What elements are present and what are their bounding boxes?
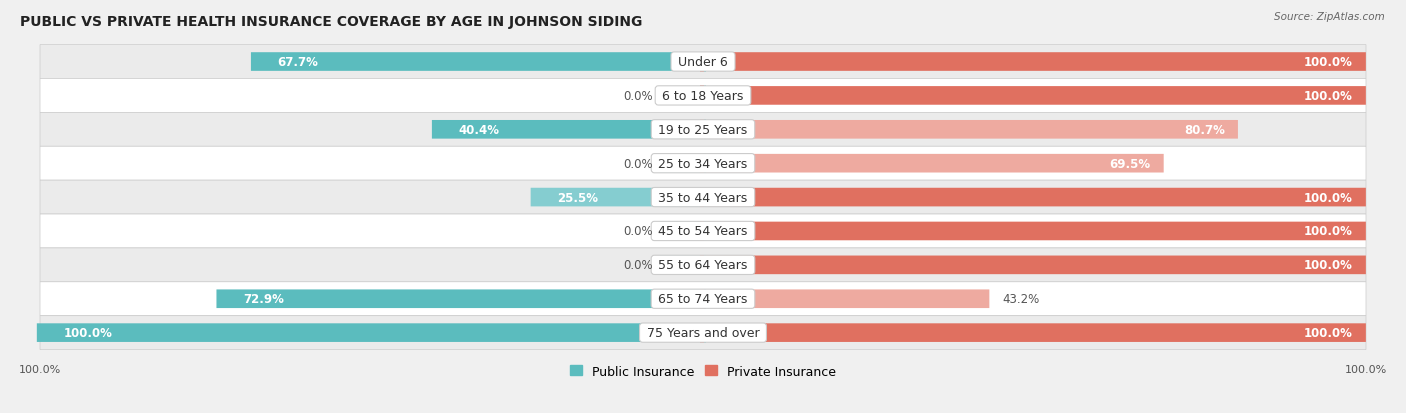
- Bar: [700, 52, 704, 72]
- FancyBboxPatch shape: [700, 323, 1365, 342]
- Text: 69.5%: 69.5%: [1109, 157, 1150, 170]
- Text: 67.7%: 67.7%: [277, 56, 318, 69]
- FancyBboxPatch shape: [700, 290, 990, 309]
- FancyBboxPatch shape: [659, 222, 703, 241]
- FancyBboxPatch shape: [700, 154, 1164, 173]
- Text: 0.0%: 0.0%: [624, 225, 654, 238]
- Text: 0.0%: 0.0%: [624, 157, 654, 170]
- FancyBboxPatch shape: [659, 256, 703, 275]
- Text: 100.0%: 100.0%: [1303, 90, 1353, 103]
- Bar: [700, 154, 704, 174]
- Bar: [700, 255, 704, 275]
- Bar: [700, 86, 704, 106]
- FancyBboxPatch shape: [700, 53, 1365, 72]
- Text: 100.0%: 100.0%: [1303, 326, 1353, 339]
- Bar: [700, 289, 704, 309]
- Text: 40.4%: 40.4%: [458, 123, 499, 136]
- Text: 0.0%: 0.0%: [624, 90, 654, 103]
- Text: 100.0%: 100.0%: [1303, 259, 1353, 272]
- Text: Under 6: Under 6: [673, 56, 733, 69]
- Legend: Public Insurance, Private Insurance: Public Insurance, Private Insurance: [569, 365, 837, 377]
- Bar: [702, 188, 706, 208]
- FancyBboxPatch shape: [659, 87, 703, 105]
- Bar: [702, 255, 706, 275]
- Bar: [702, 52, 706, 72]
- Bar: [700, 188, 704, 208]
- FancyBboxPatch shape: [700, 222, 1365, 241]
- FancyBboxPatch shape: [37, 323, 703, 342]
- FancyBboxPatch shape: [39, 79, 1367, 113]
- Bar: [702, 221, 706, 241]
- FancyBboxPatch shape: [39, 181, 1367, 214]
- Bar: [700, 120, 704, 140]
- Bar: [702, 120, 706, 140]
- Text: 25 to 34 Years: 25 to 34 Years: [654, 157, 752, 170]
- FancyBboxPatch shape: [700, 121, 1237, 139]
- FancyBboxPatch shape: [39, 45, 1367, 79]
- Text: 43.2%: 43.2%: [1002, 292, 1040, 306]
- FancyBboxPatch shape: [659, 154, 703, 173]
- FancyBboxPatch shape: [39, 282, 1367, 316]
- FancyBboxPatch shape: [700, 188, 1365, 207]
- FancyBboxPatch shape: [700, 87, 1365, 105]
- Text: 100.0%: 100.0%: [63, 326, 112, 339]
- Text: 75 Years and over: 75 Years and over: [643, 326, 763, 339]
- FancyBboxPatch shape: [39, 316, 1367, 350]
- Text: PUBLIC VS PRIVATE HEALTH INSURANCE COVERAGE BY AGE IN JOHNSON SIDING: PUBLIC VS PRIVATE HEALTH INSURANCE COVER…: [20, 15, 643, 29]
- Bar: [702, 323, 706, 343]
- FancyBboxPatch shape: [39, 113, 1367, 147]
- Text: 100.0%: 100.0%: [1303, 225, 1353, 238]
- FancyBboxPatch shape: [530, 188, 703, 207]
- FancyBboxPatch shape: [39, 248, 1367, 282]
- FancyBboxPatch shape: [250, 53, 703, 72]
- Text: 35 to 44 Years: 35 to 44 Years: [654, 191, 752, 204]
- Text: 100.0%: 100.0%: [1303, 191, 1353, 204]
- Bar: [702, 289, 706, 309]
- Text: 45 to 54 Years: 45 to 54 Years: [654, 225, 752, 238]
- Text: 55 to 64 Years: 55 to 64 Years: [654, 259, 752, 272]
- FancyBboxPatch shape: [432, 121, 703, 139]
- Bar: [702, 154, 706, 174]
- Text: 65 to 74 Years: 65 to 74 Years: [654, 292, 752, 306]
- Text: 72.9%: 72.9%: [243, 292, 284, 306]
- Bar: [700, 221, 704, 241]
- FancyBboxPatch shape: [217, 290, 703, 309]
- Text: 19 to 25 Years: 19 to 25 Years: [654, 123, 752, 136]
- Text: 100.0%: 100.0%: [1303, 56, 1353, 69]
- Text: Source: ZipAtlas.com: Source: ZipAtlas.com: [1274, 12, 1385, 22]
- FancyBboxPatch shape: [39, 214, 1367, 248]
- Text: 0.0%: 0.0%: [624, 259, 654, 272]
- Text: 6 to 18 Years: 6 to 18 Years: [658, 90, 748, 103]
- Bar: [700, 323, 704, 343]
- Text: 25.5%: 25.5%: [557, 191, 598, 204]
- Text: 80.7%: 80.7%: [1184, 123, 1225, 136]
- Bar: [702, 86, 706, 106]
- FancyBboxPatch shape: [39, 147, 1367, 181]
- FancyBboxPatch shape: [700, 256, 1365, 275]
